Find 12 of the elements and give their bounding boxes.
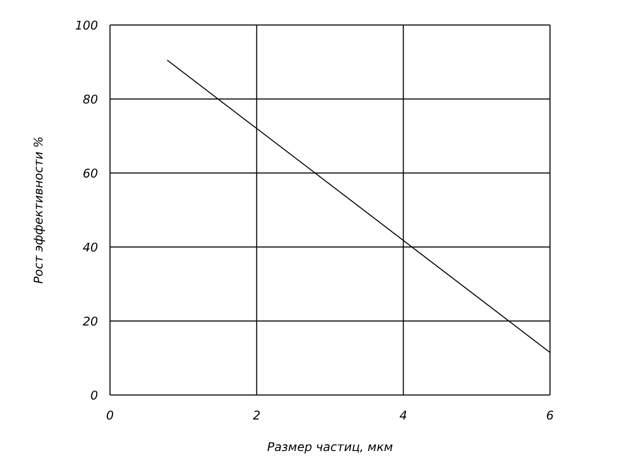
x-axis-title: Размер частиц, мкм — [267, 440, 393, 454]
y-tick-label: 100 — [75, 18, 98, 32]
y-axis-title: Рост эффективности % — [31, 136, 46, 284]
x-tick-label: 0 — [106, 408, 114, 423]
y-tick-label: 80 — [82, 92, 98, 106]
y-tick-label: 0 — [90, 388, 98, 402]
x-tick-label: 2 — [252, 408, 260, 423]
y-tick-label: 20 — [82, 314, 98, 328]
x-tick-label: 6 — [546, 408, 554, 423]
y-tick-label: 40 — [82, 240, 98, 254]
y-tick-label: 60 — [82, 166, 98, 180]
x-tick-label: 4 — [400, 408, 408, 423]
